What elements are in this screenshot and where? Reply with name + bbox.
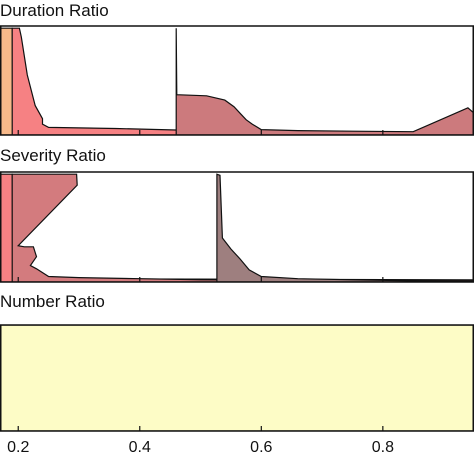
panel-frame — [0, 324, 474, 432]
panel-title-number: Number Ratio — [0, 292, 105, 311]
panel-2 — [0, 324, 474, 432]
x-tick-label: 0.4 — [129, 439, 151, 456]
panel-layers — [0, 173, 474, 282]
panel-title-severity: Severity Ratio — [0, 146, 106, 165]
panel-frame — [0, 25, 474, 136]
panels-layer — [0, 25, 474, 432]
panel-frame — [0, 171, 474, 283]
x-tick-label: 0.8 — [372, 439, 394, 456]
x-tick-label: 0.2 — [7, 439, 29, 456]
panel-title-duration: Duration Ratio — [0, 1, 109, 20]
panel-layers — [0, 27, 474, 135]
area-layer-0 — [0, 325, 474, 431]
area-layer-2 — [175, 28, 474, 135]
x-tick-label: 0.6 — [250, 439, 272, 456]
panel-1 — [0, 171, 474, 283]
panel-0 — [0, 25, 474, 136]
panel-layers — [0, 325, 474, 431]
area-layer-2 — [216, 173, 474, 282]
x-axis: 0.2 0.4 0.6 0.8 — [7, 439, 394, 456]
